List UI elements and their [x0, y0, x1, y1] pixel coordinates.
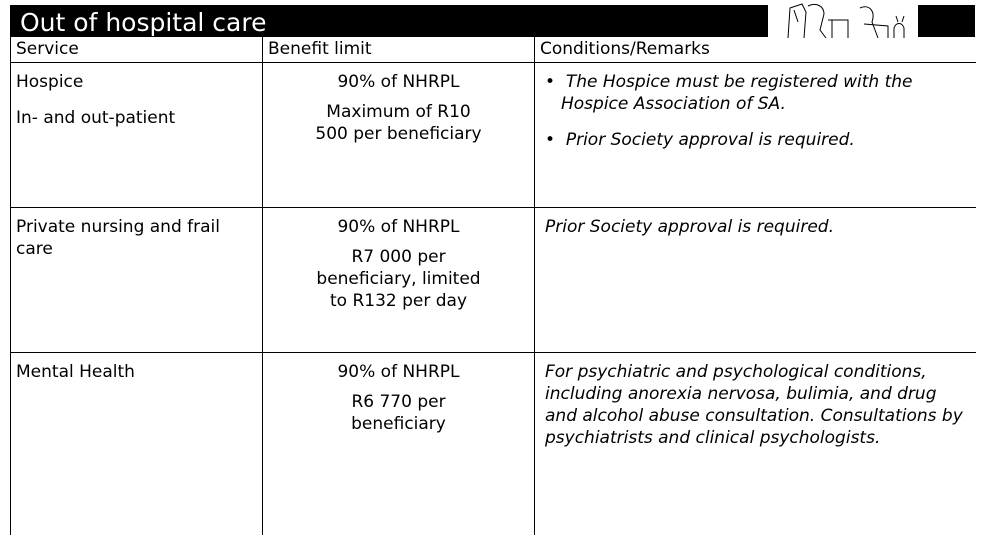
page: Out of hospital care ServiceBenefit limi… [0, 0, 982, 535]
service-text: Hospice [11, 63, 262, 99]
header-title: Out of hospital care [20, 9, 266, 37]
benefit-text: 90% of NHRPL [311, 216, 486, 238]
benefit-text: R7 000 per beneficiary, limited to R132 … [311, 246, 486, 312]
remarks-cell: Prior Society approval is required. [535, 208, 976, 353]
column-header: Benefit limit [263, 37, 535, 63]
service-text: Private nursing and frail care [11, 208, 262, 266]
service-cell: Mental Health [11, 353, 263, 535]
remarks-cell: For psychiatric and psychological condit… [535, 353, 976, 535]
illustration [768, 0, 918, 40]
column-header: Service [11, 37, 263, 63]
remark-bullet: • The Hospice must be registered with th… [545, 71, 966, 115]
benefit-text: R6 770 per beneficiary [311, 391, 486, 435]
service-text: In- and out-patient [11, 99, 262, 135]
benefit-cell: 90% of NHRPL R6 770 per beneficiary [263, 353, 535, 535]
benefit-text: 90% of NHRPL [311, 361, 486, 383]
remark-text: Prior Society approval is required. [545, 216, 966, 238]
remark-text: The Hospice must be registered with the … [561, 72, 913, 114]
service-text: Mental Health [11, 353, 262, 389]
column-header: Conditions/Remarks [535, 37, 976, 63]
remark-text: Prior Society approval is required. [566, 130, 855, 150]
remark-bullet: • Prior Society approval is required. [545, 129, 966, 151]
remarks-cell: • The Hospice must be registered with th… [535, 63, 976, 208]
table-row: Mental Health 90% of NHRPL R6 770 per bene… [11, 353, 976, 535]
remark-text: For psychiatric and psychological condit… [545, 361, 966, 449]
service-cell: Private nursing and frail care [11, 208, 263, 353]
benefit-text: Maximum of R10 500 per beneficiary [311, 101, 486, 145]
benefit-cell: 90% of NHRPL R7 000 per beneficiary, limi… [263, 208, 535, 353]
benefit-text: 90% of NHRPL [311, 71, 486, 93]
benefit-cell: 90% of NHRPL Maximum of R10 500 per benef… [263, 63, 535, 208]
